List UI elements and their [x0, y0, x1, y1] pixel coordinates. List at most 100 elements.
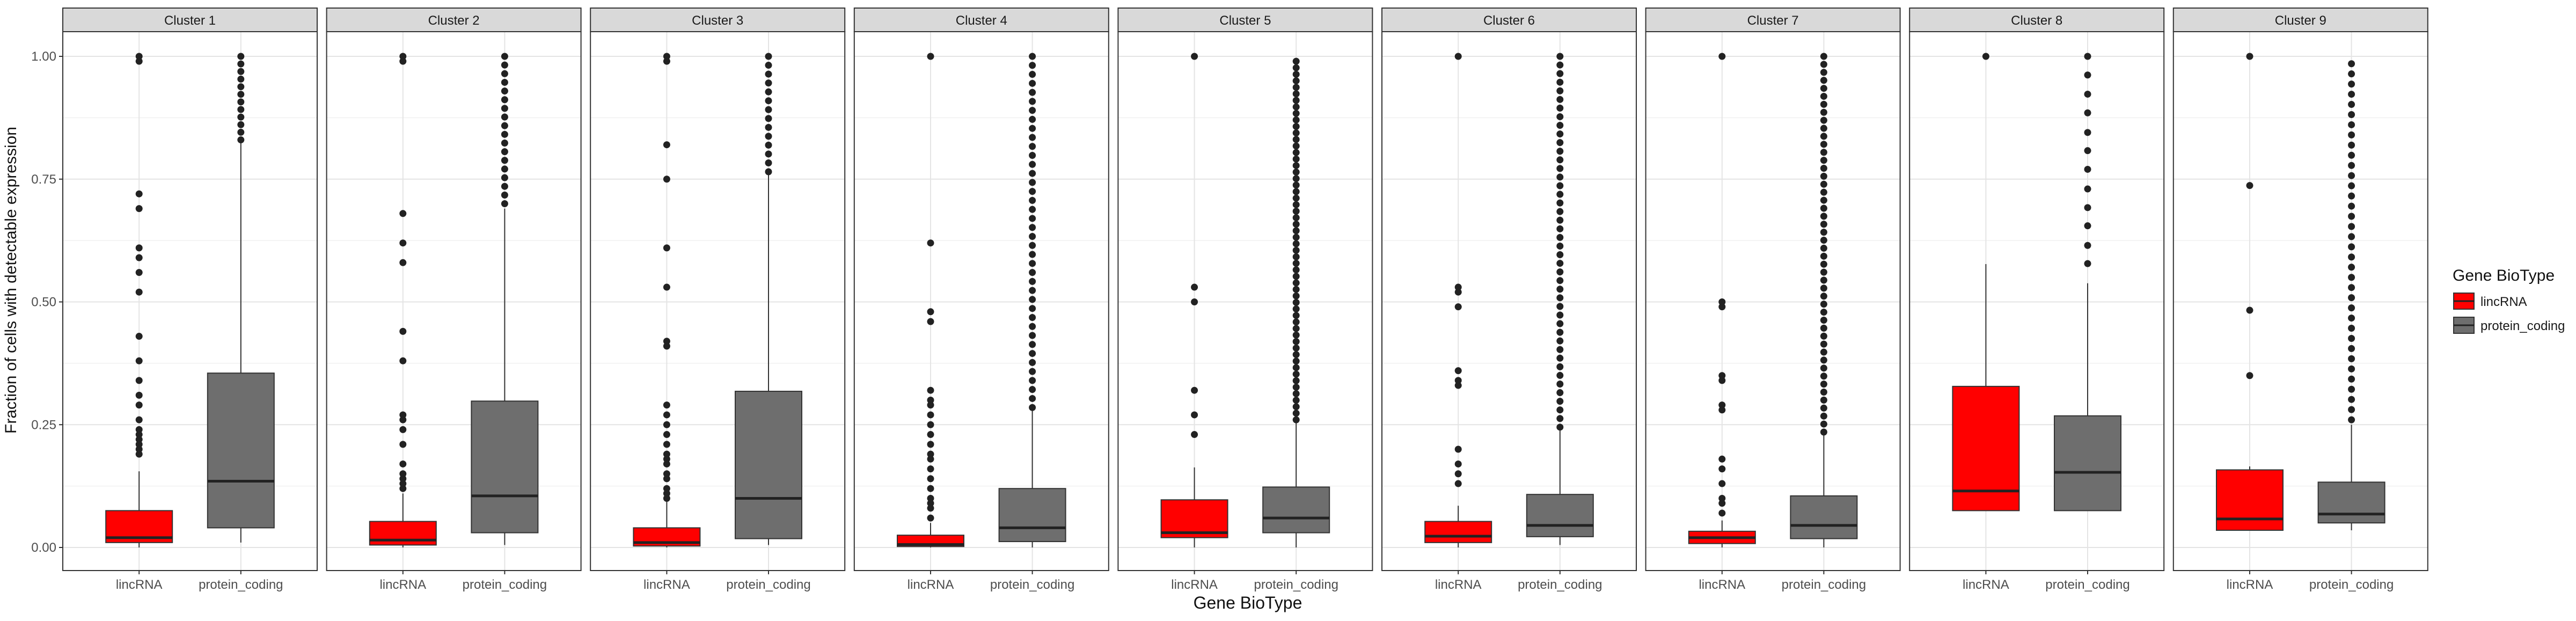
outlier-point	[1820, 396, 1827, 404]
outlier-point	[663, 342, 670, 350]
box-protein_coding	[1526, 53, 1594, 545]
outlier-point	[399, 239, 407, 247]
outlier-point	[135, 401, 143, 409]
outlier-point	[1029, 242, 1036, 249]
y-tick-label: 1.00	[31, 49, 56, 64]
outlier-point	[1292, 214, 1300, 222]
box-body	[735, 391, 802, 539]
facet-strip	[326, 8, 582, 32]
outlier-point	[927, 500, 934, 507]
outlier-point	[1029, 196, 1036, 204]
outlier-point	[1454, 53, 1462, 60]
x-tick-label: protein_coding	[726, 578, 810, 592]
outlier-point	[927, 397, 934, 404]
box-protein_coding	[1790, 53, 1858, 547]
outlier-point	[1820, 372, 1827, 380]
outlier-point	[237, 121, 245, 128]
outlier-point	[1292, 357, 1300, 365]
outlier-point	[1292, 57, 1300, 65]
outlier-point	[1556, 96, 1564, 103]
facet-strip	[1645, 8, 1901, 32]
y-tick-label: 0.50	[31, 295, 56, 310]
outlier-point	[1820, 53, 1827, 60]
outlier-point	[765, 115, 772, 122]
facet-strip-label: Cluster 8	[2011, 13, 2062, 28]
outlier-point	[135, 190, 143, 198]
outlier-point	[1292, 70, 1300, 78]
outlier-point	[1292, 207, 1300, 215]
outlier-point	[1556, 173, 1564, 181]
outlier-point	[501, 200, 508, 207]
outlier-point	[663, 475, 670, 483]
outlier-point	[1556, 406, 1564, 414]
y-axis-title: Fraction of cells with detectable expres…	[2, 127, 20, 434]
outlier-point	[663, 431, 670, 439]
outlier-point	[765, 133, 772, 140]
outlier-point	[1718, 401, 1726, 409]
facet-panel: Cluster 6 lincRNA protein_coding	[1381, 8, 1637, 592]
outlier-point	[1292, 298, 1300, 306]
outlier-point	[1556, 363, 1564, 370]
outlier-point	[2084, 90, 2091, 98]
facet-panel: Cluster 4 lincRNA protein_coding	[853, 8, 1109, 592]
outlier-point	[135, 357, 143, 364]
outlier-point	[1292, 227, 1300, 235]
outlier-point	[1292, 364, 1300, 371]
outlier-point	[1820, 196, 1827, 204]
outlier-point	[399, 441, 407, 448]
outlier-point	[1556, 208, 1564, 215]
outlier-point	[2348, 60, 2355, 68]
outlier-point	[1454, 377, 1462, 384]
legend-label: protein_coding	[2480, 319, 2565, 333]
outlier-point	[2246, 306, 2253, 314]
box-body	[1262, 486, 1330, 534]
legend-title: Gene BioType	[2453, 267, 2555, 284]
panel-background	[63, 32, 317, 571]
facet-panel: Cluster 3 lincRNA protein_coding	[590, 8, 846, 592]
outlier-point	[663, 421, 670, 428]
outlier-point	[135, 416, 143, 423]
outlier-point	[1029, 53, 1036, 60]
box-lincRNA	[1952, 53, 2020, 512]
outlier-point	[2348, 101, 2355, 108]
box-lincRNA	[633, 53, 701, 547]
outlier-point	[2348, 304, 2355, 312]
x-tick-label: lincRNA	[2227, 578, 2273, 592]
outlier-point	[927, 465, 934, 473]
facet-panel: Cluster 1 lincRNA protein_coding	[62, 8, 318, 592]
outlier-point	[1820, 204, 1827, 212]
panel-background	[1118, 32, 1373, 571]
outlier-point	[765, 53, 772, 60]
box-lincRNA	[105, 53, 173, 547]
outlier-point	[663, 176, 670, 183]
outlier-point	[1556, 225, 1564, 232]
outlier-point	[2246, 372, 2253, 379]
outlier-point	[1029, 251, 1036, 258]
outlier-point	[1292, 377, 1300, 384]
outlier-point	[2348, 213, 2355, 220]
outlier-point	[1556, 371, 1564, 379]
outlier-point	[1029, 152, 1036, 159]
facet-strip	[1381, 8, 1637, 32]
outlier-point	[765, 88, 772, 96]
x-tick-label: lincRNA	[1435, 578, 1482, 592]
outlier-point	[1556, 423, 1564, 431]
outlier-point	[2348, 192, 2355, 200]
outlier-point	[1718, 500, 1726, 507]
outlier-point	[399, 357, 407, 364]
outlier-point	[501, 157, 508, 164]
outlier-point	[1556, 303, 1564, 310]
outlier-point	[765, 62, 772, 69]
outlier-point	[1820, 381, 1827, 388]
outlier-point	[1029, 125, 1036, 132]
outlier-point	[399, 53, 407, 60]
outlier-point	[1029, 98, 1036, 105]
outlier-point	[1454, 303, 1462, 311]
outlier-point	[927, 514, 934, 522]
box-body	[1790, 495, 1858, 539]
x-tick-label: protein_coding	[1782, 578, 1866, 592]
outlier-point	[1820, 284, 1827, 292]
facet-panel: Cluster 2 lincRNA protein_coding	[326, 8, 582, 592]
outlier-point	[1820, 316, 1827, 324]
